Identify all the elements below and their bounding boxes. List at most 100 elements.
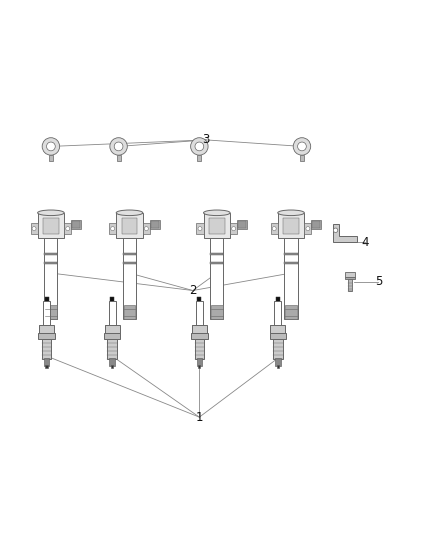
Bar bbox=[238, 221, 246, 228]
Bar bbox=[38, 213, 64, 238]
Bar bbox=[348, 279, 352, 292]
Bar bbox=[204, 213, 230, 238]
Text: 5: 5 bbox=[374, 275, 382, 288]
Bar bbox=[109, 223, 116, 235]
Circle shape bbox=[272, 227, 276, 231]
Bar bbox=[124, 305, 135, 319]
Bar bbox=[123, 262, 136, 264]
Polygon shape bbox=[332, 224, 357, 243]
Bar bbox=[42, 338, 51, 359]
Bar bbox=[44, 262, 57, 264]
Circle shape bbox=[66, 227, 70, 231]
Circle shape bbox=[232, 227, 236, 231]
Bar bbox=[284, 253, 298, 255]
Bar bbox=[39, 325, 54, 333]
Bar bbox=[345, 277, 355, 279]
Circle shape bbox=[191, 138, 208, 155]
Bar bbox=[209, 218, 225, 235]
Bar bbox=[284, 238, 298, 319]
Circle shape bbox=[293, 138, 311, 155]
Bar bbox=[210, 253, 223, 255]
Bar bbox=[210, 238, 223, 319]
Bar bbox=[45, 297, 49, 302]
Bar bbox=[284, 253, 298, 255]
Ellipse shape bbox=[38, 210, 64, 215]
Bar bbox=[276, 297, 280, 302]
Bar bbox=[31, 223, 38, 235]
Bar bbox=[121, 218, 138, 235]
Bar bbox=[123, 262, 136, 264]
Bar bbox=[109, 301, 116, 325]
Bar bbox=[44, 253, 57, 255]
Text: 2: 2 bbox=[189, 284, 197, 297]
Bar bbox=[192, 325, 207, 333]
Circle shape bbox=[42, 138, 60, 155]
Bar bbox=[123, 253, 136, 255]
Bar bbox=[275, 358, 281, 366]
Bar bbox=[43, 301, 50, 325]
Ellipse shape bbox=[116, 210, 143, 215]
Bar bbox=[44, 262, 57, 264]
Circle shape bbox=[306, 227, 310, 231]
Bar bbox=[196, 301, 203, 325]
Circle shape bbox=[333, 228, 338, 232]
Bar bbox=[123, 253, 136, 255]
Bar bbox=[196, 223, 204, 235]
Bar bbox=[311, 220, 321, 229]
Bar bbox=[44, 253, 57, 255]
Bar bbox=[300, 155, 304, 161]
Bar bbox=[44, 238, 57, 319]
Bar bbox=[116, 213, 143, 238]
Bar bbox=[237, 220, 247, 229]
Bar bbox=[44, 358, 49, 366]
Text: 4: 4 bbox=[361, 236, 369, 249]
Circle shape bbox=[145, 227, 148, 231]
Bar bbox=[104, 333, 120, 339]
Ellipse shape bbox=[204, 210, 230, 215]
Bar bbox=[71, 220, 81, 229]
Bar bbox=[143, 223, 150, 235]
Circle shape bbox=[114, 142, 123, 151]
Ellipse shape bbox=[278, 210, 304, 215]
Bar bbox=[210, 253, 223, 255]
Bar bbox=[117, 155, 120, 161]
Bar bbox=[284, 262, 298, 264]
Bar bbox=[277, 365, 279, 368]
Circle shape bbox=[111, 227, 115, 231]
Bar bbox=[110, 297, 114, 302]
Bar bbox=[38, 333, 55, 339]
Bar bbox=[111, 365, 113, 368]
Bar bbox=[275, 301, 282, 325]
Circle shape bbox=[46, 142, 55, 151]
Circle shape bbox=[110, 138, 127, 155]
Bar bbox=[210, 262, 223, 264]
Bar bbox=[197, 358, 202, 366]
Bar bbox=[283, 218, 299, 235]
Bar bbox=[151, 221, 159, 228]
Bar bbox=[284, 262, 298, 264]
Bar bbox=[43, 218, 59, 235]
Bar bbox=[107, 338, 117, 359]
Bar bbox=[210, 262, 223, 264]
Bar bbox=[72, 221, 80, 228]
Bar bbox=[198, 155, 201, 161]
Bar bbox=[271, 223, 278, 235]
Text: 3: 3 bbox=[202, 133, 210, 147]
Bar bbox=[198, 297, 201, 302]
Circle shape bbox=[32, 227, 36, 231]
Bar bbox=[64, 223, 71, 235]
Bar bbox=[46, 365, 48, 368]
Bar bbox=[304, 223, 311, 235]
Bar bbox=[191, 333, 208, 339]
Bar bbox=[345, 272, 355, 277]
Bar bbox=[270, 333, 286, 339]
Circle shape bbox=[195, 142, 204, 151]
Bar bbox=[105, 325, 120, 333]
Circle shape bbox=[198, 227, 202, 231]
Bar bbox=[109, 358, 115, 366]
Bar bbox=[49, 155, 53, 161]
Bar bbox=[194, 338, 204, 359]
Bar bbox=[198, 365, 201, 368]
Bar bbox=[123, 238, 136, 319]
Bar bbox=[211, 305, 223, 319]
